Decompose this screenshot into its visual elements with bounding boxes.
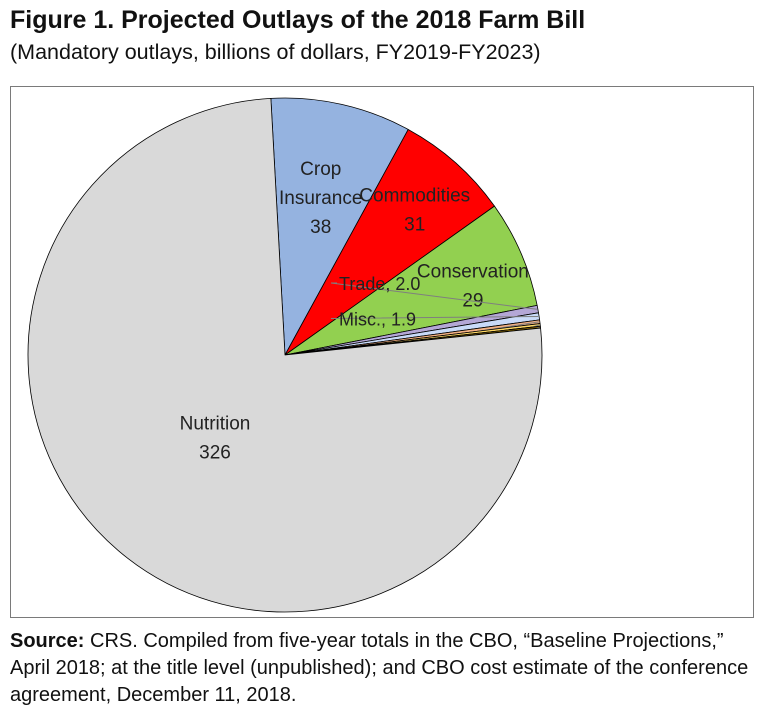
source-label: Source: (10, 630, 85, 652)
leader-line-trade (330, 282, 537, 310)
slice-label-nutrition-2: 326 (199, 443, 231, 464)
pie-slice-nutrition (27, 97, 543, 613)
slice-label-trade: Trade, 2.0 (339, 274, 420, 294)
slice-label-misc: Misc., 1.9 (339, 310, 416, 330)
slice-label-conservation-1: Conservation (417, 262, 529, 283)
source-text: CRS. Compiled from five-year totals in t… (10, 630, 749, 706)
slice-label-commodities-1: Commodities (359, 186, 470, 207)
pie-chart: Crop Insurance 38 Commodities 31 Conservation… (27, 97, 543, 613)
figure-title: Figure 1. Projected Outlays of the 2018 … (10, 6, 586, 34)
slice-label-commodities-2: 31 (404, 215, 425, 236)
pie-slice-commodities (284, 129, 495, 356)
chart-frame: Crop Insurance 38 Commodities 31 Conservation… (10, 86, 754, 618)
leader-line-misc (330, 315, 539, 319)
slice-label-crop-insurance-3: 38 (310, 217, 331, 238)
pie-slice-crop-insurance (270, 97, 409, 356)
figure-subtitle: (Mandatory outlays, billions of dollars,… (10, 40, 541, 64)
slice-label-crop-insurance-1: Crop (300, 159, 341, 180)
source-note: Source: CRS. Compiled from five-year tot… (10, 628, 760, 709)
slice-label-crop-insurance-2: Insurance (279, 188, 362, 209)
slice-label-nutrition-1: Nutrition (180, 414, 251, 435)
